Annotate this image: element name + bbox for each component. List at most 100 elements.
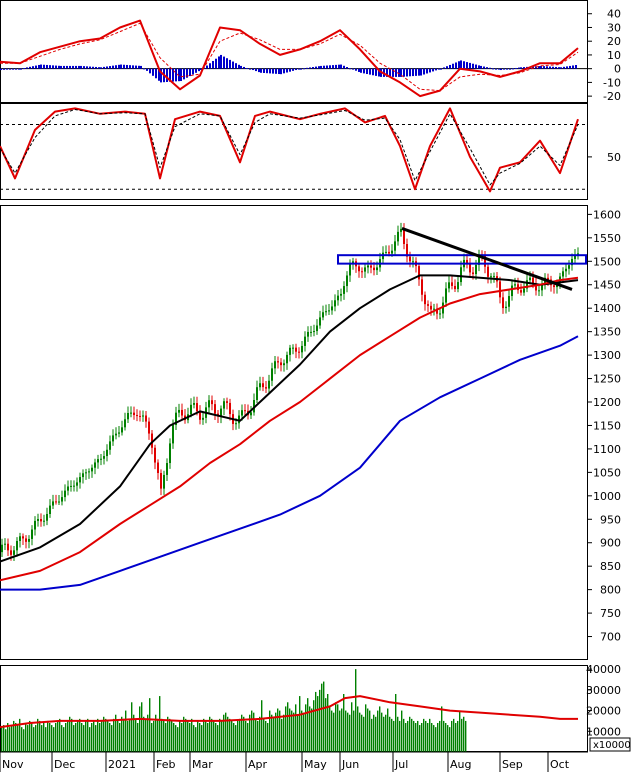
macd-histogram-bar (520, 67, 522, 69)
macd-histogram-bar (469, 62, 471, 69)
price-candle-body (220, 408, 222, 417)
volume-bar (159, 696, 161, 752)
macd-histogram-bar (15, 68, 17, 70)
volume-bar (191, 718, 193, 752)
price-candle-body (565, 268, 567, 272)
macd-histogram-bar (335, 64, 337, 69)
volume-bar (135, 718, 137, 752)
price-candle-body (16, 540, 18, 551)
volume-bar (77, 720, 79, 752)
volume-bar (437, 723, 439, 752)
volume-bar (273, 716, 275, 752)
volume-bar (425, 720, 427, 752)
price-candle-body (505, 306, 507, 309)
macd-histogram-bar (258, 68, 260, 73)
price-candle-body (139, 415, 141, 417)
price-candle-body (163, 474, 165, 489)
macd-histogram-bar (192, 68, 194, 75)
macd-histogram-bar (300, 68, 302, 70)
volume-bar (57, 720, 59, 752)
volume-bar (29, 720, 31, 752)
price-candle-body (502, 297, 504, 309)
macd-histogram-bar (146, 68, 148, 71)
price-resistance-band (337, 254, 587, 265)
volume-bar (381, 712, 383, 752)
price-tick-label: 900 (600, 537, 621, 550)
volume-bar (253, 712, 255, 752)
macd-histogram-bar (172, 68, 174, 82)
price-candle-body (166, 463, 168, 475)
price-candle-body (226, 401, 228, 403)
x-axis-label: Mar (192, 758, 213, 771)
volume-bar (347, 712, 349, 752)
volume-bar (297, 714, 299, 752)
macd-histogram-bar (303, 68, 305, 70)
volume-unit-label: x10000 (593, 740, 631, 751)
macd-tick-label: 0 (614, 63, 621, 76)
price-candle-body (301, 345, 303, 353)
price-candle-body (133, 412, 135, 416)
price-candle-body (352, 261, 354, 264)
price-candle-body (457, 282, 459, 290)
x-axis-label: Oct (550, 758, 570, 771)
macd-histogram-bar (506, 68, 508, 70)
price-candle-body (196, 403, 198, 412)
price-candle-body (199, 411, 201, 420)
price-candle-body (487, 266, 489, 277)
price-candle-body (214, 404, 216, 414)
volume-bar (81, 723, 83, 752)
macd-histogram-bar (52, 65, 54, 69)
macd-histogram-bar (166, 68, 168, 82)
price-candle-body (181, 409, 183, 416)
price-tick-label: 1100 (593, 443, 621, 456)
price-candle-body (265, 387, 267, 389)
volume-bar (141, 702, 143, 752)
macd-histogram-bar (463, 61, 465, 69)
volume-bar (305, 704, 307, 752)
volume-bar (101, 720, 103, 752)
price-candle-body (43, 520, 45, 522)
price-candle-body (412, 261, 414, 263)
price-candle-body (88, 471, 90, 473)
price-candle-body (286, 354, 288, 364)
volume-bar (47, 720, 49, 752)
volume-bar (459, 710, 461, 752)
macd-histogram-bar (266, 68, 268, 74)
price-tick-label: 1000 (593, 490, 621, 503)
price-tick-label: 850 (600, 560, 621, 573)
x-axis-label: Aug (450, 758, 471, 771)
macd-histogram-bar (255, 68, 257, 72)
macd-histogram-bar (295, 68, 297, 71)
macd-histogram-bar (278, 68, 280, 75)
volume-bar (341, 708, 343, 752)
volume-bar (195, 727, 197, 752)
volume-bar (409, 716, 411, 752)
macd-histogram-bar (175, 68, 177, 82)
volume-bar (291, 710, 293, 752)
price-candle-body (436, 308, 438, 314)
volume-bar (243, 716, 245, 752)
price-candle-body (574, 254, 576, 259)
macd-histogram-bar (449, 64, 451, 69)
price-candle-body (238, 415, 240, 424)
price-candle-body (310, 331, 312, 333)
macd-histogram-bar (129, 65, 131, 69)
volume-bar (369, 710, 371, 752)
price-candle-body (100, 458, 102, 460)
volume-bar (177, 727, 179, 752)
macd-histogram-bar (329, 65, 331, 69)
volume-bar (73, 725, 75, 752)
volume-bar (315, 691, 317, 752)
price-candle-body (109, 441, 111, 450)
volume-bar (21, 727, 23, 752)
macd-histogram-bar (555, 66, 557, 69)
volume-bar (1, 727, 3, 752)
volume-bar (111, 725, 113, 752)
macd-histogram-bar (140, 65, 142, 69)
volume-bar (449, 727, 451, 752)
volume-bar (311, 708, 313, 752)
macd-histogram-bar (6, 68, 8, 70)
volume-bar (215, 723, 217, 752)
price-candle-body (106, 449, 108, 457)
